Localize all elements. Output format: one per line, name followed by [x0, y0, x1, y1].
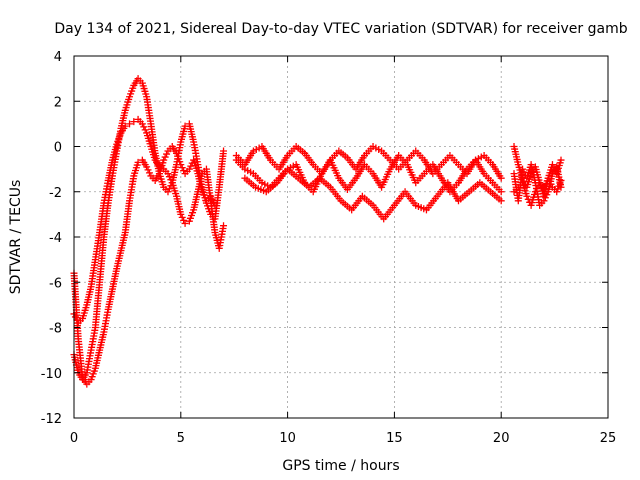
- y-tick-label: -2: [49, 186, 62, 201]
- x-tick-label: 5: [177, 431, 185, 446]
- series-track-5: [232, 143, 505, 182]
- data-point: [519, 165, 527, 173]
- data-point: [523, 192, 531, 200]
- data-point: [548, 161, 556, 169]
- data-point: [497, 188, 505, 196]
- y-tick-label: -6: [49, 276, 62, 291]
- series-track-2: [70, 115, 228, 327]
- data-point: [145, 169, 153, 177]
- y-tick-label: 0: [54, 141, 62, 156]
- data-point: [164, 188, 172, 196]
- series-track-6: [241, 165, 505, 223]
- data-point: [207, 192, 215, 200]
- data-point: [557, 183, 565, 191]
- data-point: [138, 120, 146, 128]
- data-point: [211, 201, 219, 209]
- data-point: [160, 156, 168, 164]
- data-point: [200, 191, 208, 199]
- data-point: [543, 191, 551, 199]
- data-point: [181, 219, 189, 227]
- data-point: [180, 216, 188, 224]
- data-point: [185, 165, 193, 173]
- data-point: [130, 118, 138, 126]
- data-point: [208, 195, 216, 203]
- data-point: [177, 161, 185, 169]
- data-point: [141, 126, 149, 134]
- y-tick-label: -10: [41, 367, 62, 382]
- data-point: [164, 170, 172, 178]
- data-points: [70, 75, 565, 388]
- data-point: [177, 210, 185, 218]
- data-point: [220, 222, 228, 230]
- data-point: [201, 194, 209, 202]
- x-tick-label: 15: [386, 431, 403, 446]
- data-point: [178, 164, 186, 172]
- series-track-1: [70, 75, 228, 384]
- data-point: [161, 153, 169, 161]
- data-point: [178, 213, 186, 221]
- y-tick-label: 4: [54, 50, 62, 65]
- x-tick-label: 0: [70, 431, 78, 446]
- data-point: [540, 197, 548, 205]
- data-point: [121, 122, 129, 130]
- data-point: [497, 174, 505, 182]
- chart-title: Day 134 of 2021, Sidereal Day-to-day VTE…: [54, 21, 627, 37]
- grid: [74, 56, 608, 418]
- data-point: [210, 198, 218, 206]
- data-point: [165, 173, 173, 181]
- y-tick-label: -12: [41, 412, 62, 427]
- data-point: [144, 166, 152, 174]
- data-point: [541, 194, 549, 202]
- data-point: [140, 123, 148, 131]
- x-tick-label: 25: [600, 431, 617, 446]
- data-point: [163, 150, 171, 158]
- axis-ticks: 0 5 10 15 20 25 -12 -10 -8 -6 -4 -2 0 2 4: [41, 50, 617, 446]
- data-point: [167, 176, 175, 184]
- series-track-9: [510, 161, 565, 209]
- data-point: [180, 167, 188, 175]
- data-point: [143, 163, 151, 171]
- data-point: [557, 156, 565, 164]
- x-axis-label: GPS time / hours: [282, 458, 399, 474]
- y-axis-label: SDTVAR / TECUs: [8, 180, 24, 295]
- x-tick-label: 20: [493, 431, 510, 446]
- data-point: [497, 197, 505, 205]
- y-tick-label: -4: [49, 231, 62, 246]
- data-point: [220, 147, 228, 155]
- data-point: [198, 188, 206, 196]
- data-point: [126, 120, 134, 128]
- series-track-3: [70, 143, 219, 388]
- y-tick-label: -8: [49, 322, 62, 337]
- y-tick-label: 2: [54, 95, 62, 110]
- x-tick-label: 10: [279, 431, 296, 446]
